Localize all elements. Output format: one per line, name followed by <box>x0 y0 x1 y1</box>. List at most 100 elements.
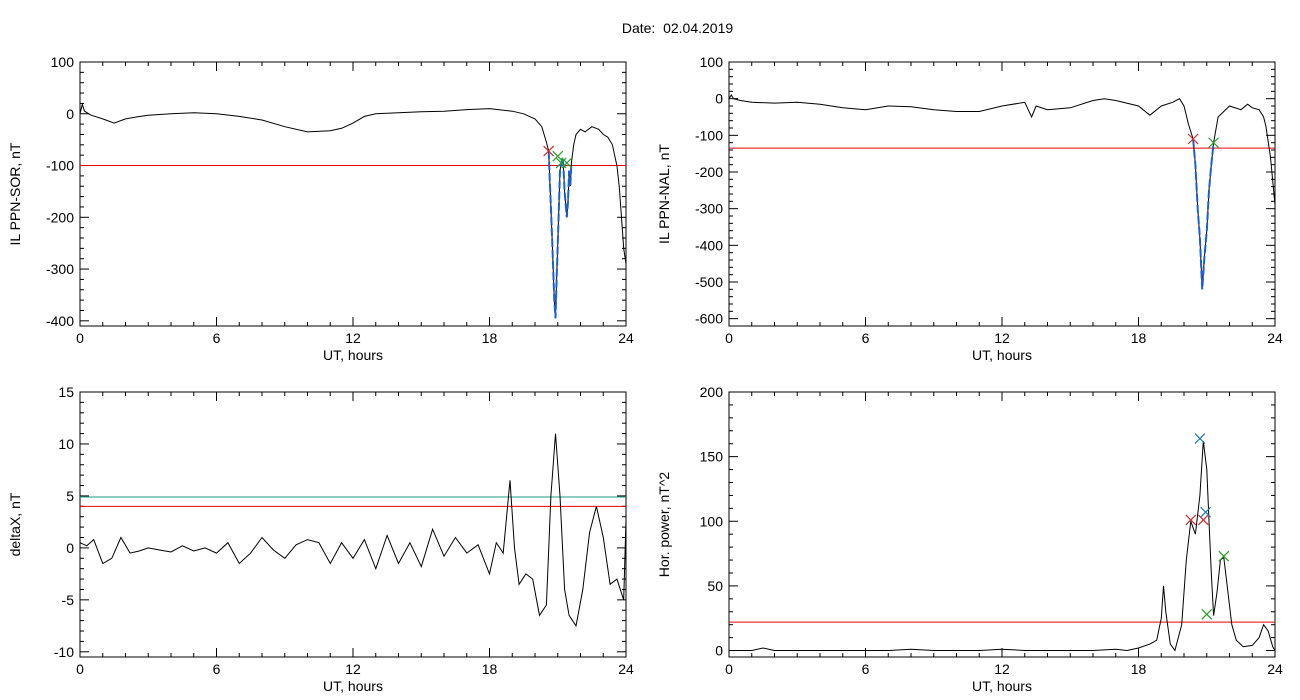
x-tick-label: 12 <box>994 661 1010 677</box>
panel-sor: 0 6 12 18 24 100 0 -100 -200 -300 -400 UT, hours IL … <box>7 54 634 363</box>
x-tick-label: 0 <box>76 330 84 346</box>
x-tick-label: 24 <box>1267 661 1283 677</box>
plot-area <box>80 102 626 319</box>
y-axis-label: IL PPN-NAL, nT <box>656 144 672 244</box>
x-tick-label: 18 <box>482 330 498 346</box>
marker-end-stroke-b <box>1208 137 1219 149</box>
series-line <box>80 433 626 628</box>
y-tick-label: -10 <box>54 644 74 660</box>
x-tick-label: 6 <box>213 330 221 346</box>
x-tick-label: 6 <box>862 661 870 677</box>
axis-frame <box>728 61 1276 327</box>
y-tick-label: 50 <box>707 578 723 594</box>
event-trace-highlight <box>547 150 573 319</box>
event-trace-highlight <box>1192 138 1215 290</box>
panel-nal: 0 6 12 18 24 100 0 -100 -200 -300 -400 -500 -600 UT, … <box>656 54 1283 363</box>
y-tick-label: -600 <box>695 311 723 327</box>
y-tick-label: 0 <box>66 106 74 122</box>
y-tick-label: -300 <box>695 201 723 217</box>
marker-end <box>555 157 567 169</box>
x-tick-label: 18 <box>482 661 498 677</box>
x-tick-label: 24 <box>618 330 634 346</box>
page-title: Date: 02.04.2019 <box>621 20 734 36</box>
y-tick-label: 150 <box>700 449 724 465</box>
y-tick-label: -400 <box>695 237 723 253</box>
panel-deltax: 0 6 12 18 24 15 10 5 0 -5 -10 UT, hours deltaX, nT <box>7 384 634 694</box>
x-tick-label: 12 <box>994 330 1010 346</box>
axis-frame <box>728 391 1276 658</box>
x-tick-label: 18 <box>1131 330 1147 346</box>
panel-power: 0 6 12 18 24 200 150 100 50 0 UT, hours Hor. power,… <box>656 384 1283 694</box>
y-tick-label: 10 <box>58 436 74 452</box>
series-line <box>570 126 626 264</box>
x-tick-label: 12 <box>345 661 361 677</box>
x-tick-label: 12 <box>345 330 361 346</box>
marker-peak <box>1194 433 1206 444</box>
series-line <box>1213 103 1275 206</box>
plot-area <box>729 433 1275 652</box>
y-axis-label: IL PPN-SOR, nT <box>7 142 23 245</box>
marker-start-stroke-b <box>1185 514 1197 526</box>
series-line <box>80 102 550 152</box>
axis-frame <box>79 391 627 658</box>
x-tick-label: 24 <box>618 661 634 677</box>
x-axis-label: UT, hours <box>972 347 1032 363</box>
marker-end <box>1201 608 1213 620</box>
y-tick-label: 5 <box>66 488 74 504</box>
y-tick-label: 15 <box>58 384 74 400</box>
marker-end-stroke-b <box>555 157 567 169</box>
y-tick-label: -5 <box>62 592 75 608</box>
x-tick-label: 18 <box>1131 661 1147 677</box>
y-tick-label: 0 <box>715 643 723 659</box>
x-tick-label: 6 <box>862 330 870 346</box>
axis-frame <box>79 61 627 327</box>
y-tick-label: 100 <box>700 54 724 70</box>
marker-peak <box>1200 506 1212 518</box>
y-tick-label: 100 <box>700 513 724 529</box>
marker-start <box>1187 133 1199 145</box>
y-tick-label: 0 <box>66 540 74 556</box>
marker-end <box>561 157 573 169</box>
y-tick-label: -100 <box>695 127 723 143</box>
marker-start <box>543 145 555 157</box>
y-tick-label: -200 <box>46 209 74 225</box>
marker-end-stroke-b <box>1218 550 1230 562</box>
marker-start-stroke-b <box>1197 514 1209 526</box>
x-tick-label: 0 <box>76 661 84 677</box>
series-line <box>729 94 1194 140</box>
y-tick-label: -300 <box>46 261 74 277</box>
y-tick-label: -100 <box>46 158 74 174</box>
x-axis-label: UT, hours <box>323 678 383 694</box>
series-line <box>729 441 1275 652</box>
event-trace <box>1192 138 1215 290</box>
marker-start-stroke-b <box>1187 133 1199 145</box>
y-tick-label: 0 <box>715 91 723 107</box>
marker-end-stroke-b <box>561 157 573 169</box>
y-tick-label: 100 <box>51 54 75 70</box>
x-tick-label: 0 <box>725 661 733 677</box>
marker-end <box>1218 550 1230 562</box>
y-tick-label: -500 <box>695 274 723 290</box>
plot-area <box>729 94 1275 290</box>
y-tick-label: -400 <box>46 313 74 329</box>
x-tick-label: 0 <box>725 330 733 346</box>
marker-start <box>1185 514 1197 526</box>
plot-area <box>80 433 626 628</box>
x-axis-label: UT, hours <box>323 347 383 363</box>
x-tick-label: 24 <box>1267 330 1283 346</box>
marker-start-stroke-b <box>543 145 555 157</box>
marker-start <box>1197 514 1209 526</box>
marker-end <box>552 150 564 162</box>
y-axis-label: Hor. power, nT^2 <box>656 472 672 578</box>
x-tick-label: 6 <box>213 661 221 677</box>
y-axis-label: deltaX, nT <box>7 492 23 556</box>
marker-end-stroke-b <box>552 150 564 162</box>
y-tick-label: -200 <box>695 164 723 180</box>
y-tick-label: 200 <box>700 384 724 400</box>
marker-end-stroke-b <box>1201 608 1213 620</box>
marker-peak-stroke-b <box>1200 506 1212 518</box>
marker-end <box>1208 137 1219 149</box>
x-axis-label: UT, hours <box>972 678 1032 694</box>
marker-peak-stroke-b <box>1194 433 1206 444</box>
